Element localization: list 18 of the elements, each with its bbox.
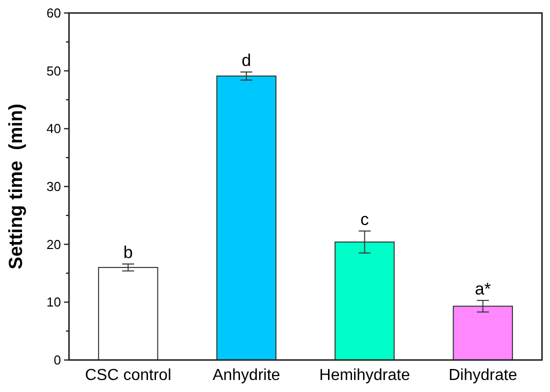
annotation: c — [360, 210, 370, 230]
x-tick-label: Dihydrate — [448, 367, 518, 384]
y-tick-label: 30 — [46, 179, 61, 194]
x-tick-label: Hemihydrate — [319, 367, 410, 384]
y-tick-label: 60 — [46, 6, 61, 21]
bar — [98, 266, 158, 360]
y-tick-label: 50 — [46, 63, 61, 78]
x-tick-label: Anhydrite — [212, 367, 280, 384]
annotation: d — [242, 50, 252, 70]
annotation: a* — [474, 279, 492, 298]
y-tick-label: 0 — [54, 352, 61, 368]
y-axis-title: Setting time (min) — [6, 104, 27, 270]
bar — [216, 76, 276, 360]
x-tick-label: CSC control — [85, 367, 172, 384]
annotation: b — [123, 242, 133, 262]
y-tick-label: 40 — [46, 121, 61, 136]
y-tick-label: 20 — [46, 236, 61, 252]
y-tick-label: 10 — [46, 294, 61, 310]
